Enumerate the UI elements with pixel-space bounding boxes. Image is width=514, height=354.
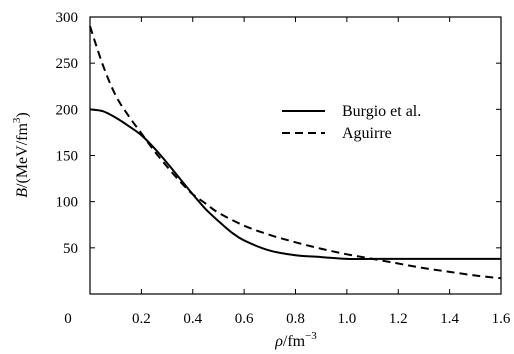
x-tick-label-7: 1.6 <box>492 311 511 327</box>
y-tick-label-2: 150 <box>56 149 79 165</box>
y-tick-label-5: 300 <box>56 10 79 26</box>
legend: Burgio et al. Aguirre <box>282 103 421 142</box>
ticks-layer: 0.2 0.4 0.6 0.8 1.0 1.2 1.4 1.6 50 100 150 200 250 30… <box>56 10 511 327</box>
x-tick-label-6: 1.4 <box>440 311 459 327</box>
y-tick-label-0: 50 <box>63 241 78 257</box>
y-axis-unit: /(MeV/fm <box>14 123 31 188</box>
x-axis-unit: /fm <box>283 333 306 350</box>
legend-label-burgio: Burgio et al. <box>342 103 421 120</box>
x-axis-label: ρ/fm−3 <box>274 330 317 350</box>
x-tick-label-4: 1.0 <box>338 311 357 327</box>
y-tick-label-1: 100 <box>56 195 79 211</box>
x-axis-exponent: −3 <box>305 330 317 342</box>
y-axis-symbol: B <box>14 188 31 198</box>
plot-frame <box>89 16 502 295</box>
origin-label: 0 <box>64 311 72 327</box>
x-tick-label-1: 0.4 <box>183 311 202 327</box>
y-axis-close: ) <box>14 112 31 117</box>
y-tick-label-4: 250 <box>56 56 79 72</box>
series-line-0 <box>89 108 501 261</box>
y-tick-label-3: 200 <box>56 102 79 118</box>
y-axis-label: B/(MeV/fm3) <box>11 112 31 197</box>
y-axis-exponent: 3 <box>11 117 23 123</box>
series-line-1 <box>89 25 502 280</box>
x-tick-label-0: 0.2 <box>132 311 151 327</box>
x-tick-label-5: 1.2 <box>389 311 408 327</box>
x-axis-symbol: ρ <box>274 333 283 350</box>
x-tick-label-3: 0.8 <box>286 311 305 327</box>
x-tick-label-2: 0.6 <box>235 311 254 327</box>
legend-label-aguirre: Aguirre <box>342 125 392 142</box>
series-layer <box>89 25 502 280</box>
